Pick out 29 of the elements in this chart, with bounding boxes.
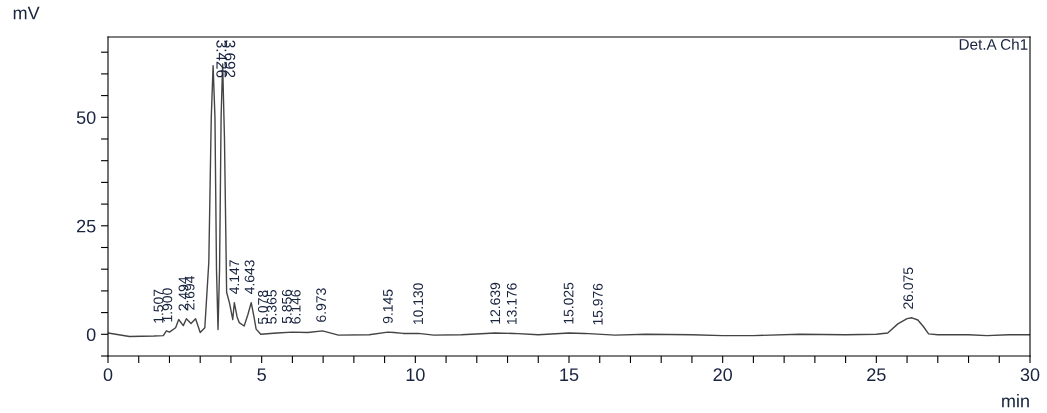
annotation: 6.973 [316, 288, 327, 322]
annotation: Det.A Ch1 [959, 38, 1028, 50]
y-tick-label: 0 [86, 328, 96, 342]
annotation: 15.025 [563, 282, 574, 324]
annotation: 15.976 [592, 283, 603, 325]
x-tick-label: 20 [713, 368, 732, 382]
annotation: 1.507 [153, 289, 164, 323]
y-tick-label: 25 [77, 219, 96, 233]
y-tick-label: 50 [76, 111, 96, 125]
y-axis-title: mV [13, 6, 40, 20]
x-tick-label: 10 [406, 368, 425, 382]
annotation: 10.130 [413, 283, 424, 325]
x-tick-label: 15 [560, 368, 579, 382]
annotation: 6.146 [290, 290, 301, 324]
annotation: 4.147 [229, 260, 240, 294]
annotation: 5.856 [281, 289, 292, 324]
annotation: 12.639 [490, 282, 501, 324]
x-tick-label: 25 [867, 368, 886, 382]
annotation: 5.078 [257, 290, 268, 325]
annotation: 1.900 [162, 288, 173, 322]
annotation: 9.145 [382, 289, 393, 324]
x-axis-title: min [1002, 394, 1029, 408]
x-tick-label: 0 [103, 368, 113, 382]
annotation: 26.075 [903, 267, 914, 309]
x-tick-label: 30 [1020, 368, 1040, 382]
x-tick-label: 5 [257, 368, 266, 382]
annotation: 4.643 [244, 260, 255, 294]
annotation: 13.176 [506, 283, 517, 325]
annotation: 5.365 [266, 290, 277, 324]
